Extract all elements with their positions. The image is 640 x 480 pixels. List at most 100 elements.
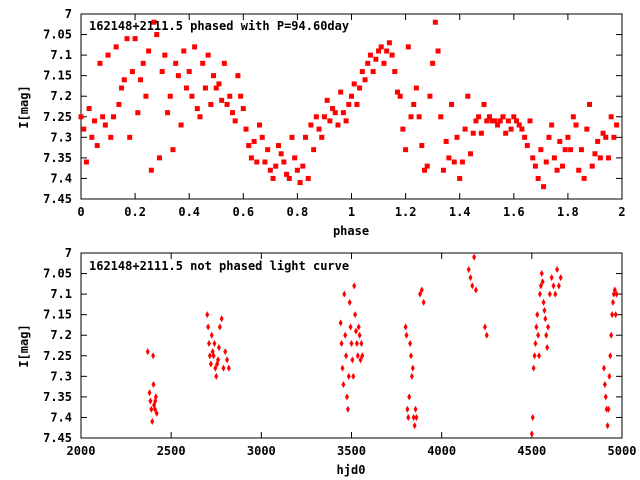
data-point	[124, 36, 130, 42]
data-point	[348, 323, 353, 331]
data-point	[360, 352, 365, 360]
x-tick-label: 2000	[67, 444, 96, 458]
data-point	[497, 118, 503, 124]
data-point	[110, 114, 116, 120]
data-point	[609, 331, 614, 339]
data-point	[324, 97, 330, 103]
data-point	[357, 85, 363, 91]
data-point	[343, 118, 349, 124]
data-point	[313, 114, 319, 120]
data-point	[378, 44, 384, 50]
data-point	[356, 323, 361, 331]
data-point	[511, 114, 517, 120]
data-point	[451, 159, 457, 165]
data-point	[516, 122, 522, 128]
data-point	[89, 134, 95, 140]
chart-title: 162148+2111.5 not phased light curve	[89, 259, 349, 273]
data-point	[275, 143, 281, 149]
data-point	[311, 147, 317, 153]
x-tick-label: 0.6	[232, 205, 254, 219]
data-point	[316, 126, 322, 132]
data-point	[94, 143, 100, 149]
data-point	[508, 126, 514, 132]
data-point	[97, 60, 103, 66]
data-point	[411, 413, 416, 421]
x-tick-label: 0.2	[124, 205, 146, 219]
data-point	[597, 155, 603, 161]
data-point	[200, 60, 206, 66]
data-point	[221, 60, 227, 66]
data-point	[350, 356, 355, 364]
data-point	[151, 381, 156, 389]
data-point	[542, 307, 547, 315]
data-point	[484, 331, 489, 339]
data-point	[541, 184, 547, 190]
data-point	[153, 393, 158, 401]
data-point	[601, 364, 606, 372]
data-point	[570, 114, 576, 120]
data-point	[557, 138, 563, 144]
data-point	[530, 413, 535, 421]
data-point	[297, 180, 303, 186]
data-point	[147, 389, 152, 397]
data-point	[152, 405, 157, 413]
data-point	[151, 19, 157, 25]
data-point	[489, 118, 495, 124]
data-point	[343, 331, 348, 339]
data-point	[257, 122, 263, 128]
data-point	[543, 315, 548, 323]
data-point	[108, 134, 114, 140]
data-point	[344, 393, 349, 401]
data-point	[143, 93, 149, 99]
data-point	[411, 101, 417, 107]
x-tick-label: 1	[348, 205, 355, 219]
data-point	[556, 282, 561, 290]
data-point	[555, 265, 560, 273]
data-point	[351, 372, 356, 380]
x-tick-label: 1.6	[503, 205, 525, 219]
y-tick-label: 7.1	[50, 287, 72, 301]
y-tick-label: 7.2	[50, 89, 72, 103]
data-point	[338, 319, 343, 327]
x-tick-label: 5000	[608, 444, 637, 458]
x-tick-label: 4000	[427, 444, 456, 458]
data-point	[102, 122, 108, 128]
data-point	[192, 44, 198, 50]
data-point	[216, 356, 221, 364]
data-point	[547, 290, 552, 298]
data-point	[183, 85, 189, 91]
data-point	[349, 93, 354, 99]
data-point	[459, 159, 465, 165]
data-point	[181, 48, 187, 54]
data-point	[354, 101, 360, 107]
unphased-light-curve-panel: 2000 2500 3000 3500 4000 4500 5000 7 7.05 7.1 7.1…	[17, 246, 636, 477]
data-point	[546, 323, 551, 331]
data-point	[208, 360, 213, 368]
data-point	[341, 381, 346, 389]
data-point	[149, 405, 154, 413]
data-point	[292, 155, 298, 161]
data-point	[207, 352, 212, 360]
data-point	[365, 60, 371, 66]
data-point	[351, 81, 357, 87]
data-point	[170, 147, 176, 153]
data-point	[449, 101, 455, 107]
data-point	[405, 44, 411, 50]
y-axis-ticks: 7 7.05 7.1 7.15 7.2 7.25 7.3 7.35 7.4 7.45	[43, 246, 622, 445]
x-tick-label: 1.2	[395, 205, 417, 219]
data-point	[194, 106, 200, 112]
data-point	[225, 356, 230, 364]
data-point	[592, 151, 598, 157]
data-point	[227, 93, 233, 99]
data-point	[216, 344, 221, 352]
data-point	[406, 413, 411, 421]
data-point	[238, 93, 244, 99]
x-tick-label: 1.8	[557, 205, 579, 219]
data-point	[565, 134, 571, 140]
chart-title: 162148+2111.5 phased with P=94.60day	[89, 19, 349, 33]
y-tick-label: 7.1	[50, 48, 72, 62]
data-point	[413, 405, 418, 413]
data-point	[327, 118, 333, 124]
data-point	[412, 422, 417, 430]
